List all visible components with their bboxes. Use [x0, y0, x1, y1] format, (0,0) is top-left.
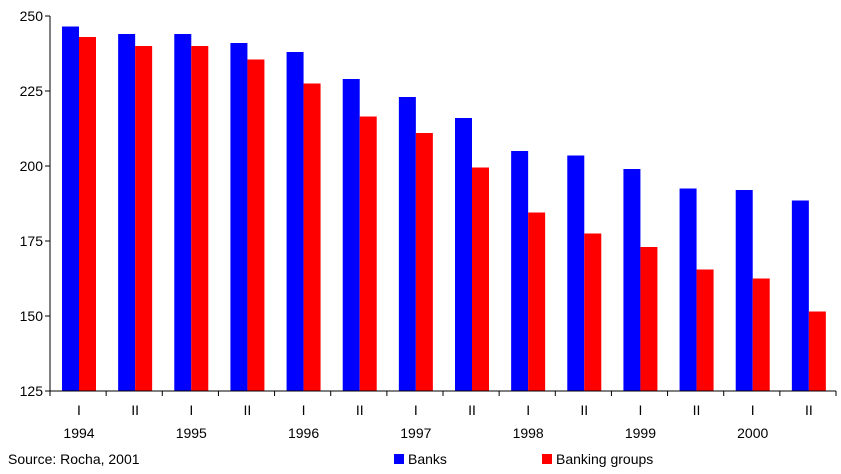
- bar-banking-groups-8: [528, 212, 546, 391]
- legend-label-banking-groups: Banking groups: [556, 451, 654, 467]
- x-tick-label: I: [189, 402, 193, 418]
- x-tick-label: I: [751, 402, 755, 418]
- bar-banking-groups-10: [640, 247, 658, 391]
- bar-banks-10: [623, 169, 641, 391]
- bar-banking-groups-11: [696, 269, 714, 391]
- source-note: Source: Rocha, 2001: [8, 451, 140, 467]
- bar-banks-9: [567, 155, 585, 391]
- x-tick-label: II: [244, 402, 252, 418]
- bar-banks-8: [511, 151, 529, 391]
- bar-banks-0: [62, 26, 79, 391]
- x-tick-label: I: [302, 402, 306, 418]
- year-label: 1994: [63, 425, 94, 441]
- x-tick-label: II: [805, 402, 813, 418]
- bar-banking-groups-3: [247, 59, 265, 391]
- year-label: 1999: [625, 425, 656, 441]
- bar-banks-13: [791, 200, 809, 391]
- bar-banking-groups-7: [472, 167, 489, 391]
- bar-banks-4: [286, 52, 304, 391]
- bar-banks-2: [174, 34, 192, 391]
- bar-banking-groups-4: [303, 83, 321, 391]
- bar-banks-3: [230, 43, 248, 391]
- y-tick-label: 125: [20, 383, 44, 399]
- legend-label-banks: Banks: [408, 451, 447, 467]
- x-tick-label: II: [693, 402, 701, 418]
- bar-banking-groups-6: [415, 133, 433, 391]
- axes-layer: [45, 15, 837, 396]
- x-tick-label: II: [131, 402, 139, 418]
- year-label: 2000: [737, 425, 768, 441]
- x-tick-label: II: [356, 402, 364, 418]
- bars-layer: [62, 26, 826, 391]
- x-tick-label: II: [580, 402, 588, 418]
- legend-item-banks: Banks: [394, 451, 447, 467]
- y-tick-label: 200: [20, 158, 44, 174]
- year-label: 1996: [288, 425, 319, 441]
- bar-banks-12: [735, 190, 753, 391]
- bar-banks-7: [455, 118, 472, 391]
- bar-banking-groups-12: [752, 278, 770, 391]
- bar-banking-groups-5: [359, 116, 377, 391]
- x-tick-label: I: [77, 402, 81, 418]
- y-tick-label: 150: [20, 308, 44, 324]
- bar-banks-5: [342, 79, 360, 391]
- year-label: 1997: [400, 425, 431, 441]
- bar-banking-groups-0: [79, 37, 96, 391]
- x-tick-label: I: [638, 402, 642, 418]
- year-label: 1995: [176, 425, 207, 441]
- legend-swatch-banking-groups: [542, 454, 552, 464]
- x-tick-label: I: [414, 402, 418, 418]
- bar-banking-groups-13: [808, 311, 826, 391]
- bar-banks-1: [118, 34, 136, 391]
- bar-banks-11: [679, 188, 697, 391]
- y-tick-label: 225: [20, 83, 44, 99]
- legend-item-banking-groups: Banking groups: [542, 451, 653, 467]
- y-tick-label: 250: [20, 8, 44, 24]
- year-label: 1998: [513, 425, 544, 441]
- x-tick-label: II: [468, 402, 476, 418]
- legend-swatch-banks: [394, 454, 404, 464]
- y-tick-label: 175: [20, 233, 44, 249]
- bar-banking-groups-9: [584, 233, 602, 391]
- x-tick-label: I: [526, 402, 530, 418]
- bar-banks-6: [398, 97, 416, 391]
- bar-banking-groups-1: [135, 46, 153, 391]
- bar-banking-groups-2: [191, 46, 209, 391]
